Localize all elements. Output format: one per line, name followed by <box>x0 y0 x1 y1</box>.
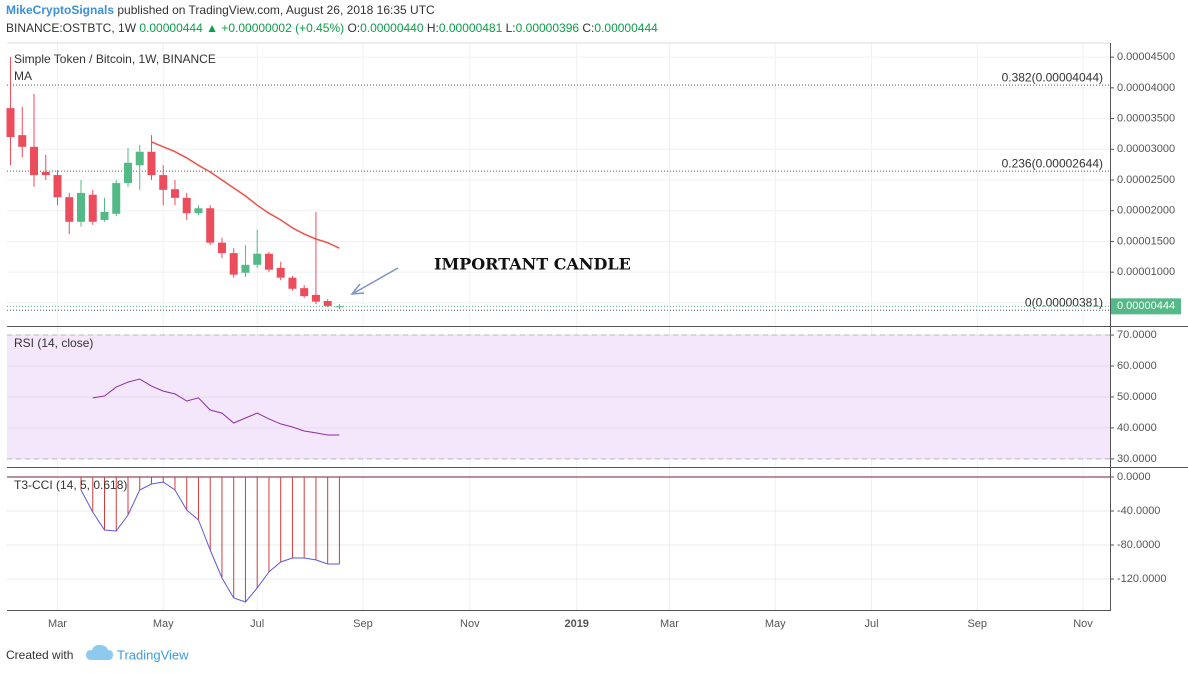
candle-body <box>112 183 121 214</box>
fib-level-label: 0.236(0.00002644) <box>1002 156 1103 170</box>
symbol: BINANCE:OSTBTC, 1W <box>6 21 137 35</box>
candle-body <box>217 242 226 254</box>
ma-line <box>151 141 340 249</box>
candle-body <box>30 146 39 176</box>
indicator-line <box>92 378 340 436</box>
candle-body <box>182 197 191 214</box>
y-tick-label: 0.0000 <box>1117 471 1151 483</box>
annotation: IMPORTANT CANDLE <box>434 255 631 274</box>
close-label: C: <box>582 21 594 35</box>
x-tick-label: May <box>765 618 786 630</box>
candle-body <box>147 151 156 176</box>
x-tick-label: Sep <box>353 618 373 630</box>
fib-level-label: 0(0.00000381) <box>1025 295 1103 309</box>
frame <box>7 42 1188 611</box>
fib-level-label: 0.382(0.00004044) <box>1002 70 1103 84</box>
candle-body <box>194 208 203 214</box>
change-arrow: ▲ <box>206 21 218 35</box>
published: published on TradingView.com, August 26,… <box>117 3 435 17</box>
annotation-arrowhead <box>350 283 365 295</box>
indicator-line <box>80 481 340 603</box>
y-tick-label: 0.00002500 <box>1117 174 1175 186</box>
candle-body <box>311 294 320 302</box>
y-tick-label: 0.00004500 <box>1117 51 1175 63</box>
legend-entry: MA <box>14 69 32 83</box>
y-tick-label: 30.0000 <box>1117 453 1157 465</box>
annotation-arrow <box>353 267 399 294</box>
x-tick-label: Jul <box>865 618 879 630</box>
x-tick-label: Sep <box>967 618 987 630</box>
x-tick-label: May <box>153 618 174 630</box>
high-value: 0.00000481 <box>439 21 503 35</box>
y-tick-label: 60.0000 <box>1117 360 1157 372</box>
candle-body <box>264 253 273 270</box>
plot-area: Mar May Jul Sep Nov 2019 Mar May Jul Sep Nov 0.0000… <box>6 43 1181 630</box>
y-tick-label: 0.00003500 <box>1117 112 1175 124</box>
last-price-box <box>1111 298 1181 315</box>
pane-title: T3-CCI (14, 5, 0.618) <box>14 478 127 492</box>
candle-body <box>65 197 74 222</box>
x-tick-label: Mar <box>660 618 679 630</box>
open-value: 0.00000440 <box>360 21 424 35</box>
candle-body <box>206 208 215 243</box>
candle-body <box>170 189 179 198</box>
y-tick-label: 0.00004000 <box>1117 82 1175 94</box>
candle-body <box>229 253 238 275</box>
candle-body <box>88 194 97 222</box>
candle-body <box>300 288 309 297</box>
y-tick-label: -120.0000 <box>1117 573 1167 585</box>
author: MikeCryptoSignals <box>6 3 114 17</box>
candle-body <box>335 306 344 308</box>
candle-body <box>323 301 332 306</box>
y-tick-label: 40.0000 <box>1117 422 1157 434</box>
candle-body <box>100 211 109 220</box>
x-tick-label: Jul <box>250 618 264 630</box>
candle-body <box>276 267 285 278</box>
candle-body <box>41 172 50 176</box>
header-line: MikeCryptoSignals published on TradingVi… <box>6 3 435 17</box>
band <box>7 335 1110 459</box>
candle-body <box>135 151 144 166</box>
close-value: 0.00000444 <box>594 21 658 35</box>
y-tick-label: 0.00001500 <box>1117 235 1175 247</box>
y-tick-label: 50.0000 <box>1117 391 1157 403</box>
x-tick-label: Nov <box>1073 618 1093 630</box>
x-tick-label: Nov <box>460 618 480 630</box>
x-tick-label: 2019 <box>564 618 588 630</box>
chart-title: Simple Token / Bitcoin, 1W, BINANCE <box>14 52 216 66</box>
symbol-line: BINANCE:OSTBTC, 1W 0.00000444 ▲ +0.00000… <box>6 21 658 35</box>
footer-brand[interactable]: TradingView <box>117 647 189 662</box>
y-tick-label: 0.00001000 <box>1117 266 1175 278</box>
footer-text: Created with <box>6 648 73 662</box>
candle-body <box>53 175 62 198</box>
candle-body <box>288 277 297 289</box>
y-tick-label: -40.0000 <box>1117 505 1160 517</box>
last-price-label: 0.00000444 <box>1117 300 1175 312</box>
y-tick-label: 0.00003000 <box>1117 143 1175 155</box>
high-label: H: <box>427 21 439 35</box>
candle-body <box>77 192 86 222</box>
candle-body <box>18 135 27 147</box>
price: 0.00000444 <box>139 21 203 35</box>
x-tick-label: Mar <box>48 618 67 630</box>
y-tick-label: 70.0000 <box>1117 329 1157 341</box>
candle-body <box>159 175 168 190</box>
pane-title: RSI (14, close) <box>14 336 93 350</box>
y-tick-label: -80.0000 <box>1117 539 1160 551</box>
candle-body <box>241 264 250 273</box>
candle-body <box>253 253 262 265</box>
candle-body <box>123 162 132 184</box>
candle-body <box>6 108 15 137</box>
low-value: 0.00000396 <box>516 21 580 35</box>
open-label: O: <box>347 21 360 35</box>
y-tick-label: 0.00002000 <box>1117 205 1175 217</box>
logo <box>86 644 113 660</box>
change: +0.00000002 (+0.45%) <box>221 21 344 35</box>
low-label: L: <box>506 21 516 35</box>
